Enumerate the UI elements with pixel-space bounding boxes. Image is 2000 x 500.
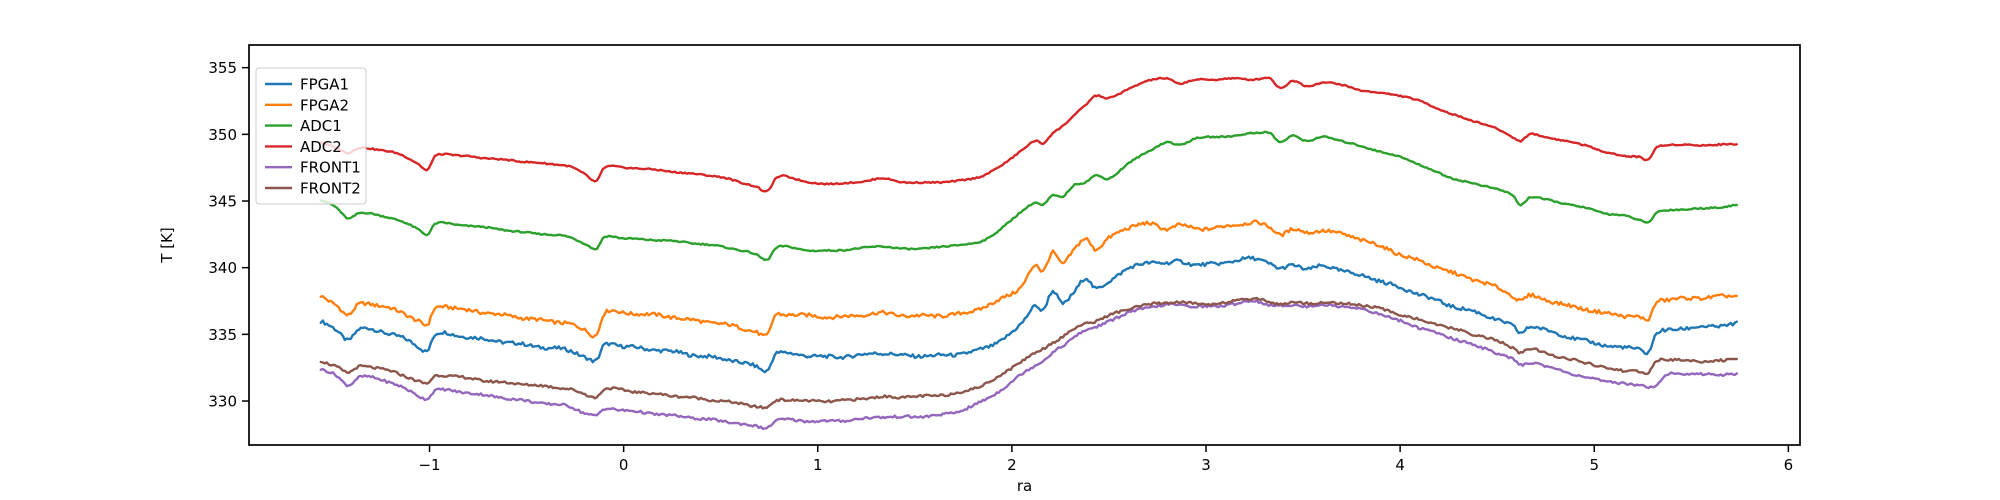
legend-label-adc2: ADC2 [300, 138, 342, 156]
legend-box [255, 67, 367, 205]
plot-area [249, 45, 1800, 445]
legend-label-front2: FRONT2 [300, 180, 361, 198]
series-line-adc2 [319, 76, 1738, 193]
x-tick-label: 1 [813, 456, 823, 474]
series-line-front2 [319, 296, 1738, 410]
x-tick-label: 4 [1395, 456, 1405, 474]
legend-label-adc1: ADC1 [300, 117, 342, 135]
x-tick-label: 3 [1201, 456, 1211, 474]
x-axis-label: ra [1017, 477, 1032, 495]
y-tick-label: 345 [208, 193, 237, 211]
y-tick-label: 355 [208, 59, 237, 77]
series-line-front1 [319, 299, 1738, 431]
y-tick-label: 330 [208, 393, 237, 411]
series-line-fpga1 [319, 255, 1738, 374]
x-tick-label: 6 [1784, 456, 1794, 474]
y-tick-label: 350 [208, 126, 237, 144]
series-line-fpga2 [319, 219, 1738, 339]
legend-label-fpga1: FPGA1 [300, 76, 349, 94]
y-tick-label: 340 [208, 259, 237, 277]
legend: FPGA1 FPGA2 ADC1 ADC2 FRONT1 FRONT2 [255, 67, 367, 205]
legend-label-front1: FRONT1 [300, 159, 361, 177]
x-tick-label: −1 [418, 456, 440, 474]
y-tick-label: 335 [208, 326, 237, 344]
y-axis-label: T [K] [158, 227, 176, 263]
series-line-adc1 [319, 130, 1738, 262]
x-tick-label: 5 [1589, 456, 1599, 474]
x-tick-label: 2 [1007, 456, 1017, 474]
legend-label-fpga2: FPGA2 [300, 96, 349, 114]
plot-frame [248, 44, 1801, 446]
x-tick-label: 0 [619, 456, 629, 474]
series-layer [319, 76, 1738, 431]
